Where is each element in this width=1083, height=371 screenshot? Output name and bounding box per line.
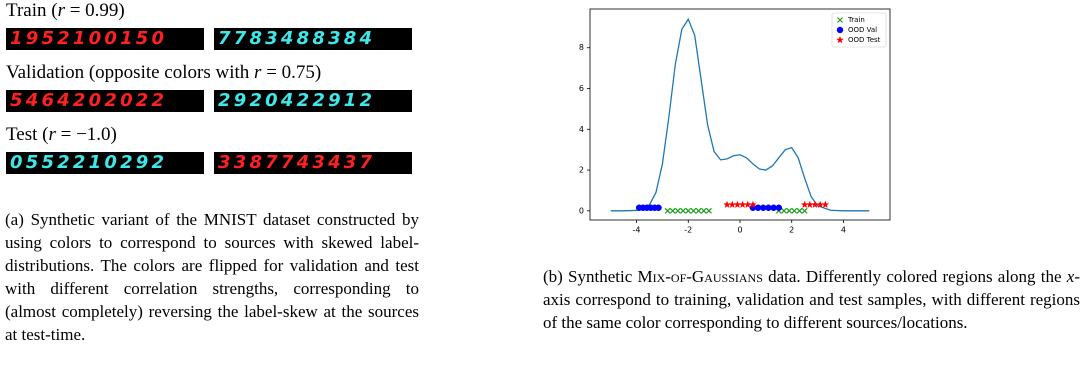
marker bbox=[675, 208, 680, 213]
marker bbox=[729, 201, 735, 207]
marker bbox=[691, 208, 696, 213]
caption-part: data. Differently colored regions along … bbox=[763, 267, 1067, 286]
marker bbox=[665, 208, 670, 213]
marker bbox=[812, 201, 818, 207]
y-tick-label: 8 bbox=[579, 43, 584, 52]
x-tick-label: 2 bbox=[789, 226, 794, 235]
marker bbox=[656, 205, 662, 211]
y-tick-label: 6 bbox=[579, 84, 584, 93]
marker bbox=[739, 201, 745, 207]
y-tick-label: 4 bbox=[579, 125, 584, 134]
marker bbox=[807, 201, 813, 207]
marker bbox=[696, 208, 701, 213]
marker bbox=[781, 208, 786, 213]
marker bbox=[706, 208, 711, 213]
marker bbox=[802, 208, 807, 213]
caption-part: (b) Synthetic bbox=[543, 267, 637, 286]
caption-b: (b) Synthetic Mix-of-Gaussians data. Dif… bbox=[543, 265, 1080, 334]
marker bbox=[792, 208, 797, 213]
marker bbox=[724, 201, 730, 207]
marker bbox=[837, 27, 843, 33]
marker bbox=[801, 201, 807, 207]
x-tick-label: 4 bbox=[841, 226, 846, 235]
y-tick-label: 2 bbox=[579, 166, 584, 175]
caption-part: Mix-of-Gaussians bbox=[637, 267, 762, 286]
page: Train (r = 0.99)19521001507783488384Vali… bbox=[0, 0, 1083, 371]
legend-label: OOD Val bbox=[848, 26, 877, 34]
marker bbox=[797, 208, 802, 213]
density-line bbox=[611, 19, 870, 211]
marker bbox=[822, 201, 828, 207]
marker bbox=[670, 208, 675, 213]
x-tick-label: -4 bbox=[633, 226, 641, 235]
marker bbox=[776, 205, 782, 211]
x-tick-label: 0 bbox=[737, 226, 742, 235]
legend-label: Train bbox=[847, 16, 865, 24]
marker bbox=[734, 201, 740, 207]
marker bbox=[701, 208, 706, 213]
marker bbox=[787, 208, 792, 213]
legend-label: OOD Test bbox=[848, 36, 881, 44]
y-tick-label: 0 bbox=[579, 206, 584, 215]
x-tick-label: -2 bbox=[684, 226, 692, 235]
chart: 0 2 4 6 8 -4 -2 0 2 4 Train OOD Val OOD Test bbox=[0, 0, 1083, 260]
marker bbox=[686, 208, 691, 213]
marker bbox=[681, 208, 686, 213]
